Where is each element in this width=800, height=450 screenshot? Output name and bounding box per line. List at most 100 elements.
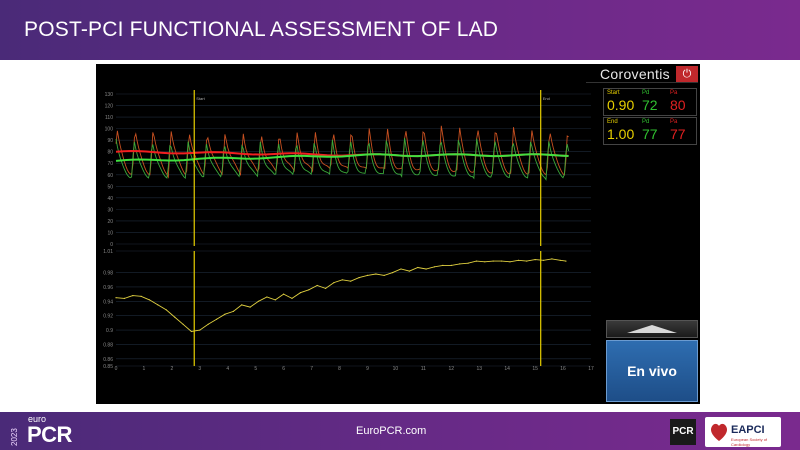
ratio-point	[165, 309, 167, 311]
bottom-y-tick-label: 0.92	[103, 314, 113, 320]
ratio-point	[291, 297, 293, 299]
bottom-y-tick-label: 0.9	[106, 328, 113, 334]
x-tick-label: 3	[198, 366, 201, 372]
x-tick-label: 4	[226, 366, 229, 372]
slide-title: POST-PCI FUNCTIONAL ASSESSMENT OF LAD	[24, 18, 499, 41]
eapci-name: EAPCI	[731, 424, 765, 436]
x-tick-label: 14	[504, 366, 510, 372]
ratio-point	[157, 304, 159, 306]
ratio-point	[408, 270, 410, 272]
bottom-y-tick-label: 0.88	[103, 342, 113, 348]
ratio-point	[115, 297, 117, 299]
ratio-point	[341, 279, 343, 281]
ratio-point	[400, 268, 402, 270]
chevron-up-icon	[627, 325, 677, 333]
x-tick-label: 13	[476, 366, 482, 372]
ratio-point	[216, 318, 218, 320]
ratio-point	[366, 274, 369, 276]
x-tick-label: 5	[254, 366, 257, 372]
end-reading: End Pd Pa 1.00 77 77	[603, 117, 697, 145]
ratio-point	[442, 264, 444, 266]
ratio-point	[325, 287, 327, 289]
top-y-tick-label: 70	[107, 161, 113, 167]
ratio-point	[274, 299, 276, 301]
ratio-point	[517, 259, 519, 261]
collapse-button[interactable]	[606, 320, 698, 338]
end-pa: 77	[670, 126, 686, 142]
ratio-point	[392, 272, 394, 274]
ratio-point	[283, 293, 285, 295]
start-pa: 80	[670, 97, 686, 113]
ratio-point	[308, 289, 310, 291]
footer-url[interactable]: EuroPCR.com	[356, 425, 427, 437]
ratio-point	[425, 268, 427, 270]
x-tick-label: 0	[115, 366, 118, 372]
top-y-tick-label: 110	[105, 115, 113, 121]
end-pd-label: Pd	[642, 119, 650, 125]
top-y-tick-label: 0	[110, 242, 113, 248]
start-pd: 72	[642, 97, 658, 113]
ratio-point	[182, 323, 184, 325]
top-y-tick-label: 20	[107, 219, 113, 225]
pressure-charts: 01020304050607080901001101201300.850.860…	[103, 90, 594, 372]
top-y-tick-label: 120	[105, 104, 114, 110]
top-y-tick-label: 90	[107, 138, 113, 144]
live-button[interactable]: En vivo	[606, 340, 698, 402]
ratio-point	[190, 330, 192, 333]
pd-waveform	[115, 138, 570, 181]
eapci-logo: EAPCI European Society of Cardiology	[705, 417, 781, 447]
ratio-point	[475, 260, 477, 262]
x-tick-label: 2	[170, 366, 173, 372]
logo-euro: euro	[28, 414, 47, 424]
pd-mean-line	[115, 153, 569, 162]
ratio-point	[174, 316, 176, 318]
ratio-point	[484, 261, 486, 263]
top-y-tick-label: 10	[107, 230, 113, 236]
top-y-tick-label: 80	[107, 150, 113, 156]
bottom-y-tick-label: 0.96	[103, 285, 113, 291]
ratio-point	[316, 284, 318, 287]
ratio-point	[207, 323, 209, 325]
marker-label: End	[543, 96, 550, 101]
power-icon[interactable]: ⏻	[676, 66, 698, 82]
ratio-point	[433, 266, 436, 268]
start-reading: Start Pd Pa 0.90 72 80	[603, 88, 697, 116]
pd-pa-ratio-line	[115, 258, 566, 332]
ratio-point	[266, 296, 268, 298]
ratio-point	[358, 277, 360, 279]
bottom-y-tick-label: 0.98	[103, 271, 113, 277]
eapci-subtitle: European Society of Cardiology	[731, 437, 768, 447]
ratio-point	[132, 295, 134, 297]
ratio-point	[542, 259, 545, 261]
end-pa-label: Pa	[670, 119, 678, 125]
ratio-point	[249, 306, 251, 308]
top-y-tick-label: 60	[107, 173, 113, 179]
brand-bar: Coroventis ⏻	[586, 66, 698, 83]
ratio-point	[383, 274, 385, 276]
end-pd: 77	[642, 126, 658, 142]
ratio-point	[492, 260, 494, 262]
top-y-tick-label: 30	[107, 207, 113, 213]
start-pa-label: Pa	[670, 90, 678, 96]
bottom-y-tick-label: 0.86	[103, 357, 113, 363]
heart-icon	[711, 423, 727, 441]
x-tick-label: 10	[393, 366, 399, 372]
x-tick-label: 17	[588, 366, 594, 372]
ratio-point	[350, 280, 352, 282]
europcr-logo: PCR	[27, 422, 72, 447]
ratio-point	[299, 292, 301, 294]
x-tick-label: 6	[282, 366, 285, 372]
bottom-y-tick-label: 1.01	[103, 249, 113, 255]
ratio-point	[333, 282, 335, 284]
ratio-point	[459, 263, 461, 265]
slide-footer: 2023 euro PCR EuroPCR.com	[0, 412, 800, 450]
x-tick-label: 11	[421, 366, 426, 372]
ratio-point	[241, 304, 243, 306]
ratio-point	[232, 310, 234, 312]
x-tick-label: 9	[366, 366, 369, 372]
ratio-point	[467, 262, 469, 264]
end-label: End	[607, 119, 618, 125]
x-tick-label: 8	[338, 366, 341, 372]
ratio-point	[551, 258, 553, 260]
pressure-monitor: 0 10 20 30 40 50 60 70 80 90 100 110 120 130 0.85 0.86 0…	[96, 64, 700, 404]
